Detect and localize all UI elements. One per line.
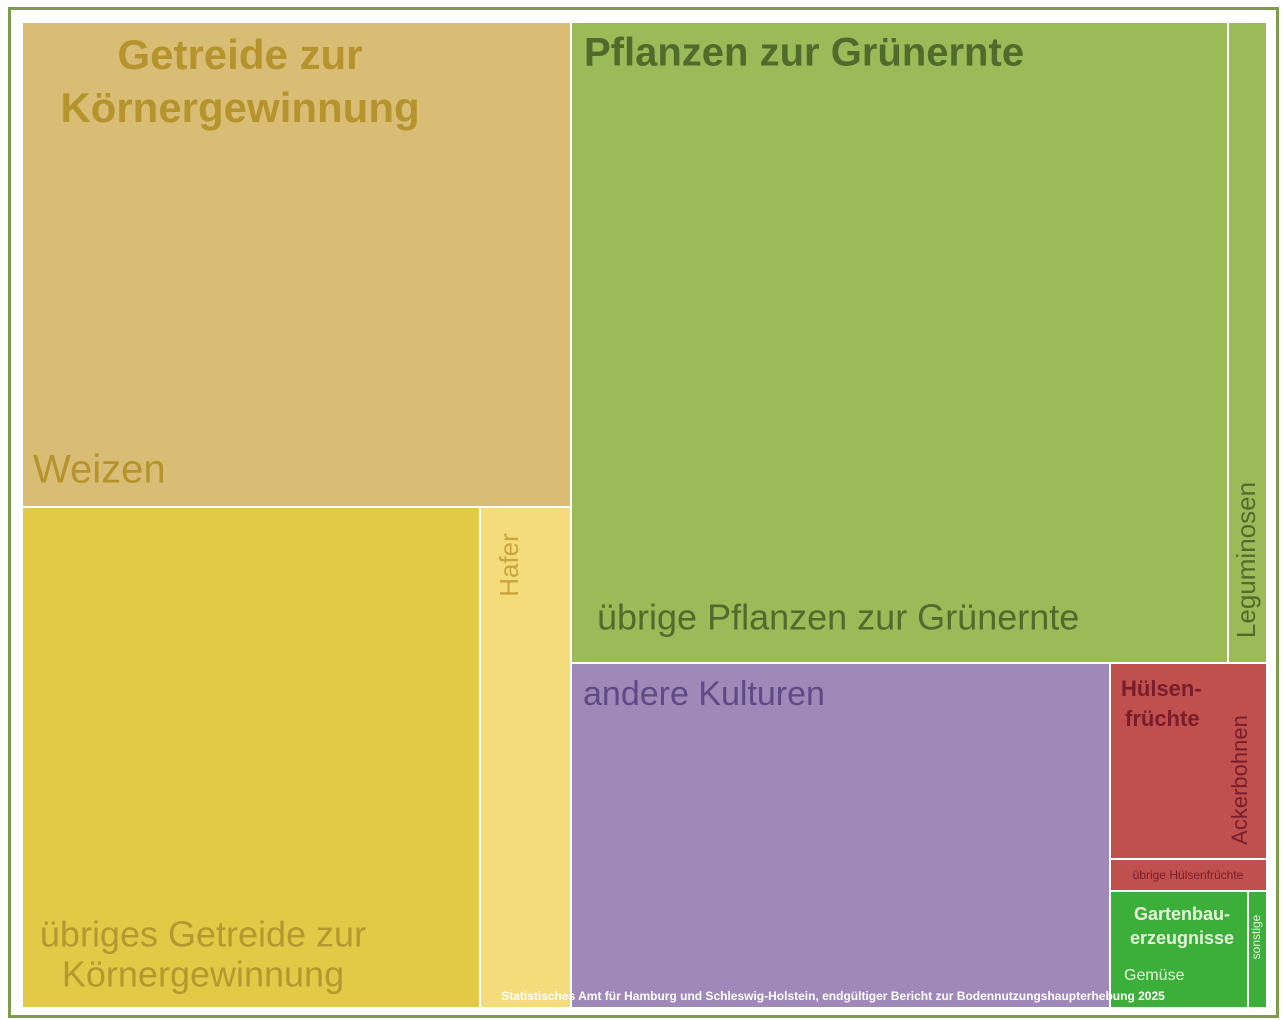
cell-label: Gemüse	[1124, 967, 1185, 984]
cell	[1109, 890, 1249, 1009]
frame	[8, 7, 1279, 1018]
cell-label: sonstige	[1249, 914, 1263, 959]
cell-label: Körnergewinnung	[62, 954, 344, 995]
cell	[1109, 858, 1268, 892]
group-title: Hülsen-	[1121, 676, 1202, 701]
cell-label: Weizen	[33, 448, 166, 492]
group-title: Körnergewinnung	[60, 84, 419, 131]
cell	[1227, 21, 1268, 664]
cell	[570, 21, 1229, 664]
cell-label: Hafer	[494, 533, 524, 597]
cell	[21, 506, 481, 1009]
cell-label: übriges Getreide zur	[40, 914, 366, 955]
group-title: erzeugnisse	[1130, 928, 1234, 948]
cell-label: Leguminosen	[1231, 482, 1261, 638]
group-title: Pflanzen zur Grünernte	[584, 31, 1024, 75]
cell-label: andere Kulturen	[583, 675, 825, 713]
cell	[1247, 890, 1268, 1009]
cell-label: übrige Hülsenfrüchte	[1133, 868, 1244, 882]
group-title: Getreide zur	[117, 31, 362, 78]
cell	[570, 662, 1111, 1009]
group-title: früchte	[1125, 706, 1200, 731]
cell-label: Ackerbohnen	[1227, 715, 1252, 845]
cell-label: übrige Pflanzen zur Grünernte	[597, 597, 1079, 638]
cell	[21, 21, 572, 508]
group-title: Gartenbau-	[1134, 904, 1230, 924]
source-note: Statistisches Amt für Hamburg und Schles…	[501, 989, 1165, 1003]
